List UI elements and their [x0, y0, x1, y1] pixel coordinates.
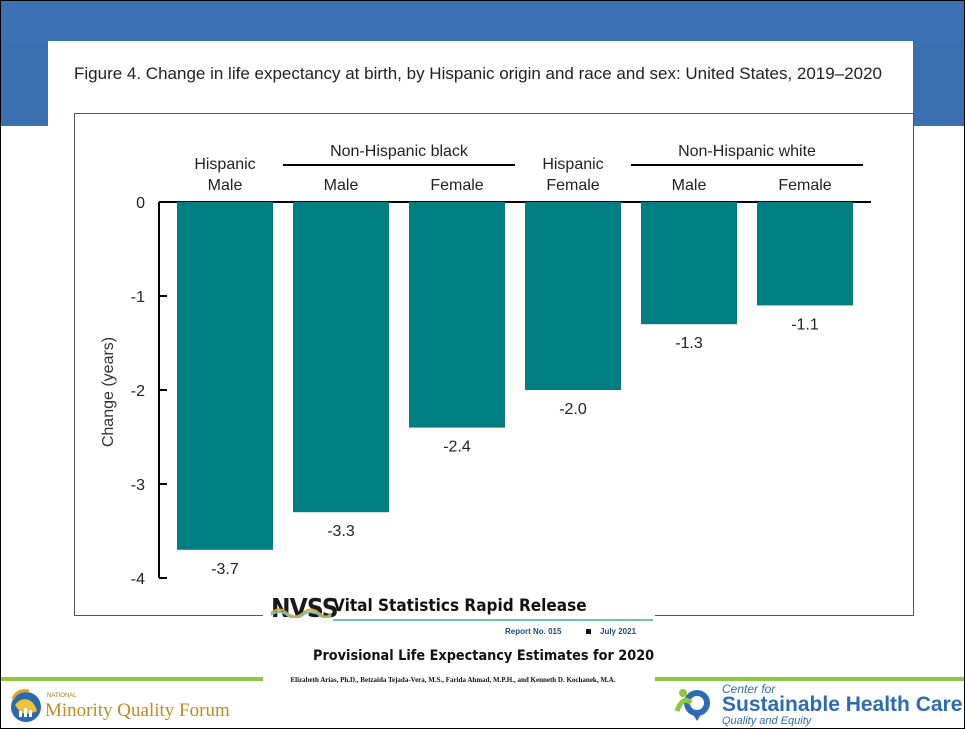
nvss-authors: Elizabeth Arias, Ph.D., Betzaida Tejada-…	[290, 676, 616, 684]
category-label: Male	[208, 177, 243, 194]
category-label: Male	[672, 177, 707, 194]
y-axis-label: Change (years)	[100, 337, 117, 447]
group-header-label: Non-Hispanic black	[330, 143, 469, 160]
bar	[641, 202, 737, 325]
y-tick-label: -1	[131, 289, 145, 306]
figure-title: Figure 4. Change in life expectancy at b…	[74, 64, 882, 83]
accent-line-right	[651, 677, 964, 681]
nvss-report-number: Report No. 015	[505, 627, 562, 636]
category-label-line1: Hispanic	[542, 156, 603, 173]
y-tick-label: -4	[131, 571, 145, 588]
category-label: Male	[324, 177, 359, 194]
category-label: Female	[430, 177, 483, 194]
location-pin-people-icon	[674, 689, 710, 721]
nvss-rule	[333, 619, 653, 621]
nvss-series-title: Vital Statistics Rapid Release	[333, 596, 587, 616]
chart-axes: 0 -1 -2 -3 -4	[131, 195, 871, 588]
nvss-separator	[586, 629, 591, 634]
bar	[293, 202, 389, 513]
mqf-national-label: NATIONAL	[47, 693, 77, 699]
cshc-line3: Quality and Equity	[722, 715, 812, 727]
bar	[409, 202, 505, 428]
bar-chart: Change (years) 0 -1 -2 -3 -4 -3.7 -3.3 -2.4 -2.…	[74, 113, 914, 616]
y-tick-label: -2	[131, 383, 145, 400]
cshc-line2: Sustainable Health Care	[722, 693, 963, 716]
mqf-logo	[7, 685, 237, 725]
globe-icon	[11, 689, 41, 722]
data-label: -1.3	[675, 335, 703, 352]
bar	[525, 202, 621, 390]
category-label: Female	[778, 177, 831, 194]
bar	[177, 202, 273, 550]
data-label: -3.3	[327, 523, 355, 540]
data-label: -3.7	[211, 561, 239, 578]
data-label: -2.4	[443, 439, 471, 456]
category-label: Female	[546, 177, 599, 194]
chart-bars	[177, 202, 853, 550]
data-label: -1.1	[791, 316, 819, 333]
accent-line-left	[1, 677, 266, 681]
nvss-date: July 2021	[600, 627, 637, 636]
mqf-name: Minority Quality Forum	[45, 700, 230, 721]
bar	[757, 202, 853, 306]
slide-blue-header	[1, 1, 964, 41]
cshc-logo	[673, 685, 963, 725]
y-tick-label: 0	[136, 195, 145, 212]
chart-labels: -3.7 -3.3 -2.4 -2.0 -1.3 -1.1 Hispanic Male Male…	[194, 143, 863, 578]
nvss-report-cover: NVSS Vital Statistics Rapid Release Repo…	[263, 588, 655, 728]
nvss-report-title: Provisional Life Expectancy Estimates fo…	[313, 648, 655, 664]
y-tick-label: -3	[131, 477, 145, 494]
cshc-line1: Center for	[722, 682, 776, 696]
nvss-wave-icon	[270, 608, 332, 618]
chart-svg: Change (years) 0 -1 -2 -3 -4 -3.7 -3.3 -2.4 -2.…	[100, 143, 871, 588]
group-header-label: Non-Hispanic white	[678, 143, 816, 160]
category-label-line1: Hispanic	[194, 156, 255, 173]
data-label: -2.0	[559, 401, 587, 418]
